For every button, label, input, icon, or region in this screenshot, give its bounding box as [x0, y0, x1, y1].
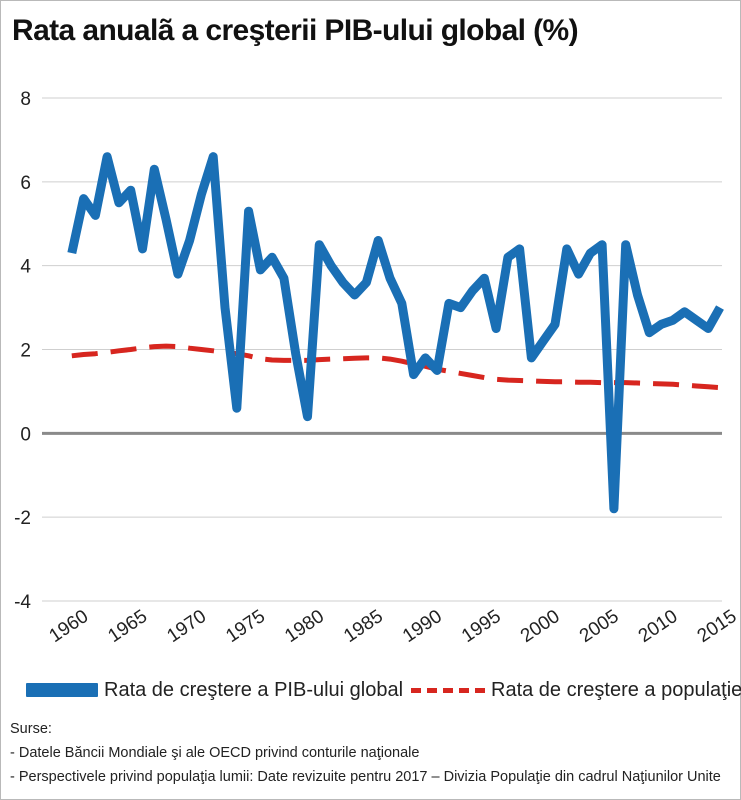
x-tick-label: 1975 — [222, 606, 269, 647]
legend-swatch-population — [411, 687, 485, 693]
x-tick-label: 2005 — [576, 606, 623, 647]
x-tick-label: 1995 — [458, 606, 505, 647]
x-tick-label: 2000 — [517, 606, 564, 647]
x-tick-label: 1960 — [46, 606, 93, 647]
y-tick-label: 6 — [20, 173, 31, 194]
legend-item-population: Rata de creştere a populaţiei — [411, 676, 741, 704]
legend: Rata de creştere a PIB-ului global Rata … — [26, 676, 741, 704]
sources-line-2: - Perspectivele privind populaţia lumii:… — [10, 769, 721, 785]
x-tick-label: 1990 — [399, 606, 446, 647]
x-tick-label: 1980 — [281, 606, 328, 647]
x-tick-label: 1970 — [163, 606, 210, 647]
sources-line-1: - Datele Băncii Mondiale şi ale OECD pri… — [10, 745, 420, 761]
series-lines — [67, 152, 724, 514]
x-tick-label: 2010 — [635, 606, 682, 647]
legend-label-gdp: Rata de creştere a PIB-ului global — [104, 678, 404, 701]
y-tick-label: 4 — [20, 257, 31, 278]
x-tick-label: 1985 — [340, 606, 387, 647]
legend-item-gdp: Rata de creştere a PIB-ului global — [26, 676, 403, 704]
y-tick-label: -2 — [14, 508, 31, 529]
y-tick-label: 8 — [20, 89, 31, 110]
y-tick-label: 0 — [20, 424, 31, 445]
series-line-gdp — [67, 152, 724, 514]
y-tick-label: -4 — [14, 592, 31, 613]
chart-title: Rata anualã a creşterii PIB-ului global … — [12, 14, 579, 47]
series-line-population — [71, 343, 721, 391]
x-tick-label: 1965 — [104, 606, 151, 647]
y-tick-label: 2 — [20, 341, 31, 362]
legend-swatch-gdp — [26, 683, 98, 697]
y-axis-ticks: 8 6 4 2 0 -2 -4 — [14, 89, 31, 613]
legend-label-population: Rata de creştere a populaţiei — [491, 678, 741, 701]
x-tick-label: 2015 — [694, 606, 741, 647]
sources-heading: Surse: — [10, 721, 52, 737]
sources-note: Surse: - Datele Băncii Mondiale şi ale O… — [10, 717, 721, 789]
x-axis-ticks: 1960 1965 1970 1975 1980 1985 1990 1995 2000 2005… — [46, 606, 741, 647]
